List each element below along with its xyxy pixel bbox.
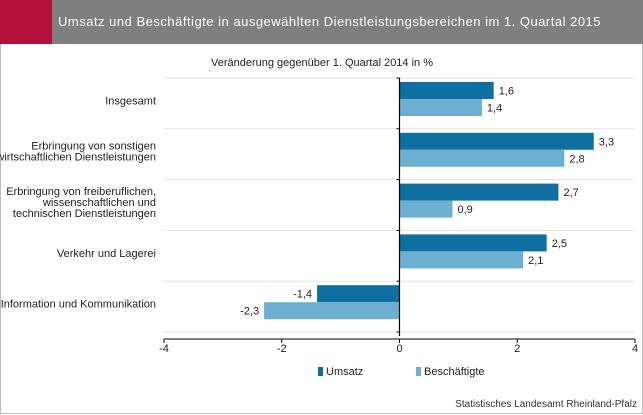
legend-label: Umsatz bbox=[326, 366, 363, 378]
bar-beschaeftigte bbox=[399, 200, 453, 218]
category-labels: Insgesamt Erbringung von sonstigen wirtsch… bbox=[0, 95, 156, 310]
category-label: Verkehr und Lagerei bbox=[57, 248, 156, 260]
data-label: 2,5 bbox=[552, 238, 567, 250]
legend-swatch bbox=[416, 367, 421, 376]
bar-umsatz bbox=[399, 132, 594, 150]
bars: 1,6 3,3 2,7 2,5 -1,4 1,4 2,8 0,9 2,1 -2,3 bbox=[240, 82, 614, 320]
bar-beschaeftigte bbox=[399, 99, 482, 116]
chart-subtitle: Veränderung gegenüber 1. Quartal 2014 in… bbox=[211, 57, 433, 69]
source-note: Statistisches Landesamt Rheinland-Pfalz bbox=[455, 399, 637, 410]
chart-title: Umsatz und Beschäftigte in ausgewählten … bbox=[58, 14, 602, 29]
data-label: -1,4 bbox=[293, 289, 312, 301]
data-label: 2,8 bbox=[569, 153, 584, 165]
bar-beschaeftigte bbox=[399, 149, 565, 167]
bar-beschaeftigte bbox=[264, 302, 400, 320]
legend-swatch bbox=[318, 367, 323, 376]
legend-label: Beschäftigte bbox=[424, 366, 485, 378]
bar-umsatz bbox=[399, 183, 559, 201]
x-tick-label: 4 bbox=[632, 343, 638, 355]
legend: Umsatz Beschäftigte bbox=[318, 366, 485, 378]
bar-beschaeftigte bbox=[399, 251, 524, 269]
header-bar: Umsatz und Beschäftigte in ausgewählten … bbox=[0, 0, 643, 44]
data-label: 2,1 bbox=[528, 255, 543, 267]
data-label: 1,6 bbox=[499, 86, 514, 98]
bar-umsatz bbox=[399, 82, 494, 99]
category-label: Erbringung von sonstigen wirtschaftlichen… bbox=[0, 141, 156, 164]
category-label: Insgesamt bbox=[105, 95, 156, 107]
category-label: Erbringung von freiberuflichen, wissensch… bbox=[6, 186, 156, 220]
data-label: 0,9 bbox=[457, 204, 472, 216]
x-tick-label: 2 bbox=[514, 343, 520, 355]
x-tick-label: -2 bbox=[277, 343, 287, 355]
x-axis: -4 -2 0 2 4 bbox=[159, 77, 638, 355]
x-tick-label: -4 bbox=[159, 343, 169, 355]
data-label: 1,4 bbox=[487, 103, 502, 115]
category-label: Information und Kommunikation bbox=[1, 299, 156, 311]
data-label: -2,3 bbox=[240, 306, 259, 318]
bar-umsatz bbox=[317, 285, 400, 303]
x-tick-label: 0 bbox=[396, 343, 402, 355]
data-label: 2,7 bbox=[563, 187, 578, 199]
data-label: 3,3 bbox=[599, 136, 614, 148]
bar-umsatz bbox=[399, 234, 547, 252]
header-accent bbox=[0, 0, 52, 44]
